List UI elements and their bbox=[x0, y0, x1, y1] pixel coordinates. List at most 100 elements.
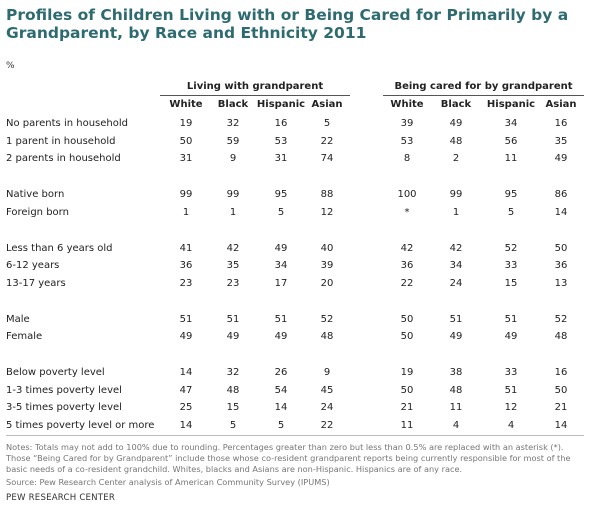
table-cell: 42 bbox=[449, 242, 463, 254]
table-cell: 49 bbox=[449, 331, 463, 342]
table-cell: 42 bbox=[400, 242, 414, 254]
row-label: 1-3 times poverty level bbox=[6, 384, 122, 396]
table-cell: 17 bbox=[274, 277, 288, 289]
table-cell: 48 bbox=[320, 331, 334, 342]
table-cell: 31 bbox=[274, 153, 288, 164]
table-cell: 49 bbox=[179, 331, 193, 342]
table-cell: 11 bbox=[449, 402, 463, 413]
table-cell: 49 bbox=[274, 242, 288, 254]
table-cell: 49 bbox=[504, 331, 518, 342]
table-cell: 48 bbox=[226, 384, 240, 396]
table-cell: 36 bbox=[179, 260, 193, 271]
table-cell: 52 bbox=[554, 313, 568, 325]
row-label: 2 parents in household bbox=[6, 153, 121, 164]
table-cell: 49 bbox=[554, 153, 568, 164]
table-cell: 5 bbox=[507, 206, 515, 218]
table-cell: 34 bbox=[449, 260, 463, 271]
table-cell: 14 bbox=[274, 402, 288, 413]
row-label: No parents in household bbox=[6, 118, 128, 129]
table-cell: 16 bbox=[274, 118, 288, 129]
table-cell: 48 bbox=[554, 331, 568, 342]
table-cell: 51 bbox=[504, 384, 518, 396]
column-header: Black bbox=[440, 99, 472, 110]
table-cell: 15 bbox=[504, 277, 518, 289]
table-cell: 48 bbox=[449, 384, 463, 396]
row-label: 6-12 years bbox=[6, 260, 60, 271]
column-header: Hispanic bbox=[486, 99, 536, 110]
table-cell: 33 bbox=[504, 260, 518, 271]
table-cell: 95 bbox=[274, 189, 288, 200]
table-cell: 88 bbox=[320, 189, 334, 200]
table-cell: 25 bbox=[179, 402, 193, 413]
table-cell: 39 bbox=[400, 118, 414, 129]
table-cell: 48 bbox=[449, 135, 463, 147]
table-cell: 8 bbox=[403, 153, 411, 164]
table-cell: 52 bbox=[320, 313, 334, 325]
table-cell: 99 bbox=[449, 189, 463, 200]
table-cell: 34 bbox=[274, 260, 288, 271]
table-cell: 32 bbox=[226, 118, 240, 129]
table-cell: 11 bbox=[400, 419, 414, 431]
table-cell: 50 bbox=[554, 242, 568, 254]
table-cell: 1 bbox=[452, 206, 460, 218]
table-cell: 13 bbox=[554, 277, 568, 289]
table-cell: 42 bbox=[226, 242, 240, 254]
table-cell: 23 bbox=[179, 277, 193, 289]
table-cell: 36 bbox=[554, 260, 568, 271]
table-cell: 11 bbox=[504, 153, 518, 164]
table-cell: 19 bbox=[400, 367, 414, 378]
table-cell: 5 bbox=[277, 206, 285, 218]
table-cell: 51 bbox=[504, 313, 518, 325]
table-cell: 53 bbox=[274, 135, 288, 147]
table-cell: 50 bbox=[400, 384, 414, 396]
table-cell: 52 bbox=[504, 242, 518, 254]
table-cell: 86 bbox=[554, 189, 568, 200]
group-underline bbox=[160, 95, 350, 96]
table-cell: 95 bbox=[504, 189, 518, 200]
table-cell: 22 bbox=[320, 135, 334, 147]
column-header: Asian bbox=[545, 99, 577, 110]
table-cell: 35 bbox=[554, 135, 568, 147]
table-cell: 19 bbox=[179, 118, 193, 129]
table-cell: 51 bbox=[179, 313, 193, 325]
notes: Notes: Totals may not add to 100% due to… bbox=[6, 442, 571, 474]
table-cell: 22 bbox=[400, 277, 414, 289]
table-cell: 9 bbox=[323, 367, 331, 378]
table-cell: 21 bbox=[400, 402, 414, 413]
row-label: Foreign born bbox=[6, 206, 69, 218]
table-cell: 9 bbox=[229, 153, 237, 164]
table-cell: 24 bbox=[320, 402, 334, 413]
table-cell: 32 bbox=[226, 367, 240, 378]
table-cell: 54 bbox=[274, 384, 288, 396]
row-label: Less than 6 years old bbox=[6, 242, 113, 254]
table-cell: 1 bbox=[229, 206, 237, 218]
table-cell: 40 bbox=[320, 242, 334, 254]
table-cell: 4 bbox=[507, 419, 515, 431]
table-cell: 14 bbox=[554, 206, 568, 218]
table-cell: 1 bbox=[182, 206, 190, 218]
table-cell: 26 bbox=[274, 367, 288, 378]
table-cell: 14 bbox=[179, 367, 193, 378]
table-cell: 56 bbox=[504, 135, 518, 147]
table-cell: 99 bbox=[179, 189, 193, 200]
table-cell: 22 bbox=[320, 419, 334, 431]
table-cell: 24 bbox=[449, 277, 463, 289]
table-cell: 23 bbox=[226, 277, 240, 289]
table-cell: 33 bbox=[504, 367, 518, 378]
group-underline bbox=[383, 95, 584, 96]
table-cell: 20 bbox=[320, 277, 334, 289]
table-cell: 51 bbox=[226, 313, 240, 325]
row-label: Below poverty level bbox=[6, 367, 105, 378]
table-cell: 74 bbox=[320, 153, 334, 164]
unit-label: % bbox=[6, 61, 15, 71]
table-cell: 12 bbox=[320, 206, 334, 218]
table-cell: 50 bbox=[400, 313, 414, 325]
table-cell: 14 bbox=[179, 419, 193, 431]
table-cell: 39 bbox=[320, 260, 334, 271]
column-header: White bbox=[390, 99, 424, 110]
table-cell: 100 bbox=[397, 189, 417, 200]
table-cell: 5 bbox=[229, 419, 237, 431]
table-cell: 5 bbox=[277, 419, 285, 431]
table-cell: 16 bbox=[554, 118, 568, 129]
source: Source: Pew Research Center analysis of … bbox=[6, 477, 330, 487]
